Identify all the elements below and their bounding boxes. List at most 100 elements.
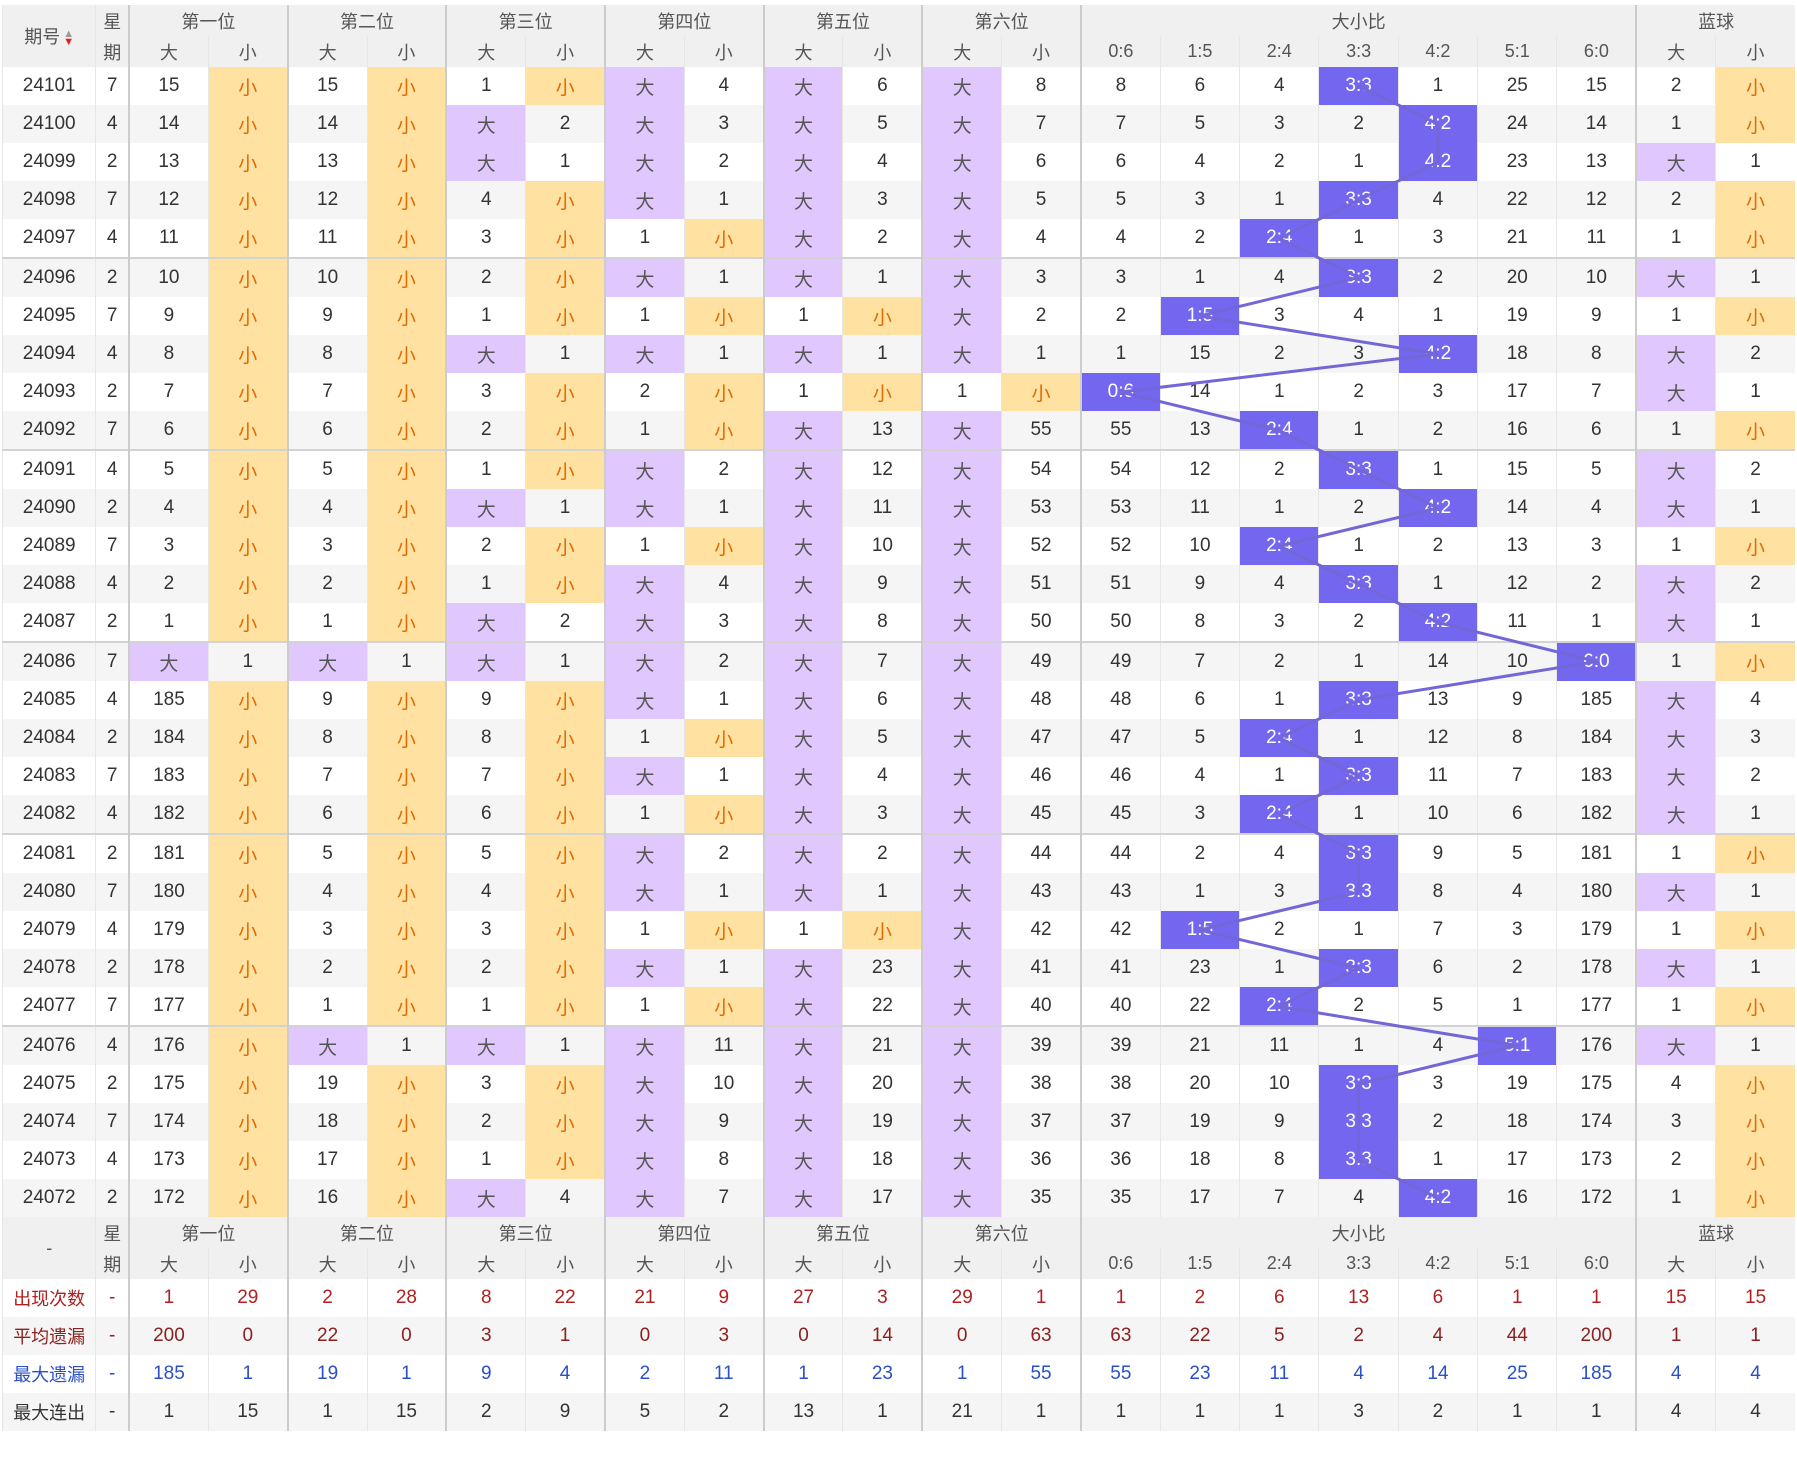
blue-small-header: 小 (1715, 1248, 1795, 1279)
big-hit-cell: 大 (603, 1179, 685, 1217)
big-miss-count: 1 (286, 603, 367, 642)
ratio-miss-count: 54 (1079, 449, 1161, 489)
weekday: 4 (95, 105, 130, 143)
stat-value: 6 (1239, 1279, 1319, 1317)
small-col-header: 小 (1001, 36, 1081, 67)
small-col-header: 小 (207, 1248, 288, 1279)
big-hit-cell: 大 (921, 527, 1002, 565)
small-miss-count: 17 (842, 1179, 923, 1217)
draw-row: 24081 2 181 小 5 小 5 小大 2 大 2 大 44 44 2 4 3:3 9 5 181 1 小 (1, 833, 1795, 873)
big-hit-cell: 大 (921, 143, 1002, 181)
ratio-miss-count: 25 (1477, 67, 1557, 105)
small-miss-count: 45 (1001, 795, 1081, 834)
weekday: 7 (95, 1103, 130, 1141)
ratio-miss-count: 43 (1079, 873, 1161, 911)
small-miss-count: 4 (842, 143, 923, 181)
stat-value: 1 (286, 1393, 367, 1431)
small-miss-count: 42 (1001, 911, 1081, 949)
ratio-miss-count: 35 (1079, 1179, 1161, 1217)
blue-miss-count: 2 (1635, 67, 1716, 105)
ratio-miss-count: 48 (1079, 681, 1161, 719)
ratio-miss-count: 44 (1079, 833, 1161, 873)
ratio-col-header-2-4: 2:4 (1239, 36, 1319, 67)
weekday: 4 (95, 681, 130, 719)
weekday: 2 (95, 257, 130, 297)
big-miss-count: 4 (445, 181, 526, 219)
ratio-miss-count: 3 (1397, 219, 1478, 258)
blue-miss-count: 1 (1715, 949, 1795, 987)
ratio-miss-count: 184 (1556, 719, 1637, 757)
big-miss-count: 183 (128, 757, 209, 795)
sort-arrows-icon: ▲ ▼ (63, 28, 75, 49)
blue-big-header: 大 (1635, 36, 1716, 67)
ratio-hit-cell: 4:2 (1397, 603, 1478, 642)
stat-value: 2 (1318, 1317, 1399, 1355)
big-col-header: 大 (762, 36, 843, 67)
blue-miss-count: 2 (1635, 181, 1716, 219)
small-col-header: 小 (525, 1248, 605, 1279)
weekday: 4 (95, 565, 130, 603)
ratio-miss-count: 20 (1477, 257, 1557, 297)
blue-big-hit: 大 (1635, 257, 1716, 297)
stat-value: 28 (366, 1279, 447, 1317)
small-hit-cell: 小 (366, 565, 447, 603)
ratio-miss-count: 3 (1239, 297, 1319, 335)
ratio-hit-cell: 3:3 (1318, 1065, 1399, 1103)
ratio-miss-count: 4 (1397, 1025, 1478, 1065)
stat-value: 25 (1477, 1355, 1557, 1393)
stat-value: 1 (366, 1355, 447, 1393)
small-miss-count: 5 (842, 719, 923, 757)
small-miss-count: 1 (525, 489, 605, 527)
ratio-miss-count: 7 (1556, 373, 1637, 411)
stat-value: 1 (842, 1393, 923, 1431)
ratio-miss-count: 12 (1159, 449, 1240, 489)
blue-miss-count: 1 (1635, 641, 1716, 681)
blue-big-hit: 大 (1635, 143, 1716, 181)
ratio-miss-count: 10 (1239, 1065, 1319, 1103)
big-hit-cell: 大 (921, 1025, 1002, 1065)
small-miss-count: 52 (1001, 527, 1081, 565)
weekday: 4 (95, 1141, 130, 1179)
small-col-header: 小 (366, 1248, 447, 1279)
big-hit-cell: 大 (603, 641, 685, 681)
ratio-miss-count: 179 (1556, 911, 1637, 949)
ratio-miss-count: 185 (1556, 681, 1637, 719)
big-miss-count: 15 (286, 67, 367, 105)
ratio-miss-count: 6 (1556, 411, 1637, 450)
ratio-miss-count: 5 (1397, 987, 1478, 1026)
small-miss-count: 6 (842, 67, 923, 105)
stat-value: 0 (603, 1317, 685, 1355)
position-header-2: 第二位 (286, 1217, 447, 1248)
issue-number: 24098 (1, 181, 96, 219)
weekday: 4 (95, 219, 130, 258)
small-hit-cell: 小 (366, 1065, 447, 1103)
big-miss-count: 7 (286, 757, 367, 795)
big-miss-count: 14 (128, 105, 209, 143)
ratio-miss-count: 8 (1239, 1141, 1319, 1179)
blue-big-hit: 大 (1635, 565, 1716, 603)
draw-row: 24092 7 6 小 6 小 2 小 1 小大 13 大 55 55 13 2:4 1 2 16 6 1 小 (1, 411, 1795, 450)
small-miss-count: 22 (842, 987, 923, 1026)
ratio-col-header-5-1: 5:1 (1477, 1248, 1557, 1279)
ratio-miss-count: 10 (1397, 795, 1478, 834)
ratio-miss-count: 2 (1239, 335, 1319, 373)
blue-miss-count: 1 (1715, 143, 1795, 181)
big-hit-cell: 大 (128, 641, 209, 681)
small-miss-count: 4 (842, 757, 923, 795)
ratio-col-header-0-6: 0:6 (1079, 1248, 1161, 1279)
big-hit-cell: 大 (762, 1141, 843, 1179)
ratio-miss-count: 2 (1239, 143, 1319, 181)
stat-week-dash: - (95, 1355, 130, 1393)
ratio-miss-count: 4 (1079, 219, 1161, 258)
big-hit-cell: 大 (921, 297, 1002, 335)
issue-sort-header[interactable]: 期号 ▲ ▼ (1, 5, 96, 67)
small-miss-count: 7 (683, 1179, 764, 1217)
big-hit-cell: 大 (921, 1141, 1002, 1179)
stat-value: 55 (1079, 1355, 1161, 1393)
big-miss-count: 2 (445, 1103, 526, 1141)
ratio-hit-cell: 2:4 (1239, 219, 1319, 258)
weekday: 2 (95, 489, 130, 527)
ratio-miss-count: 19 (1477, 297, 1557, 335)
small-col-header: 小 (366, 36, 447, 67)
ratio-miss-count: 2 (1397, 257, 1478, 297)
